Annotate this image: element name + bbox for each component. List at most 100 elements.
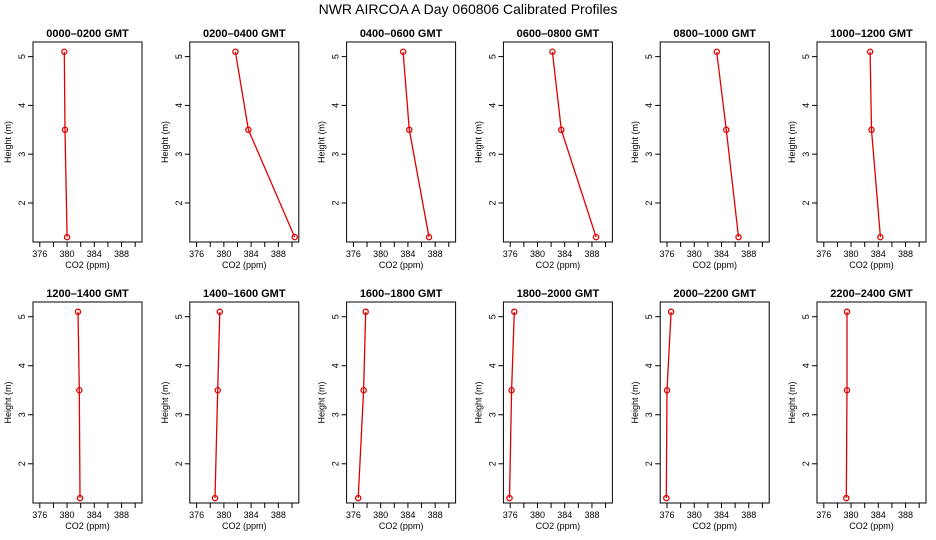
x-axis-label: CO2 (ppm) xyxy=(379,521,424,531)
x-tick-label: 376 xyxy=(503,249,518,259)
y-tick-label: 2 xyxy=(487,200,497,205)
profile-line xyxy=(716,51,740,238)
plot-frame xyxy=(189,41,300,243)
y-tick-label: 4 xyxy=(17,363,27,368)
y-tick-label: 4 xyxy=(487,103,497,108)
y-tick-label: 5 xyxy=(487,314,497,319)
plot-frame xyxy=(659,41,770,243)
profile-point xyxy=(216,308,224,316)
plot-frame xyxy=(659,301,770,504)
profile-point xyxy=(74,308,82,316)
x-tick-label: 388 xyxy=(741,510,756,520)
y-tick-label: 5 xyxy=(331,314,341,319)
panel-11: 2000–2200 GMT 376 380 384 388 2 3 4 5 CO2 (ppm) He… xyxy=(630,288,770,531)
x-tick-label: 380 xyxy=(60,249,75,259)
panel-title: 2200–2400 GMT xyxy=(830,288,913,300)
profile-point xyxy=(406,126,413,134)
y-axis-label: Height (m) xyxy=(3,381,13,423)
x-tick-label: 384 xyxy=(714,249,729,259)
profile-point xyxy=(399,48,407,56)
x-tick-label: 388 xyxy=(428,510,443,520)
profile-point xyxy=(76,386,83,394)
y-axis-label: Height (m) xyxy=(787,121,797,163)
x-tick-label: 388 xyxy=(898,510,913,520)
figure-title: NWR AIRCOA A Day 060806 Calibrated Profi… xyxy=(319,1,618,17)
panel-12: 2200–2400 GMT 376 380 384 388 2 3 4 5 CO2 (ppm) He… xyxy=(787,288,927,531)
x-tick-label: 380 xyxy=(216,510,231,520)
x-tick-label: 380 xyxy=(216,249,231,259)
plot-frame xyxy=(502,41,613,243)
y-tick-label: 5 xyxy=(17,54,27,59)
y-tick-label: 4 xyxy=(331,363,341,368)
x-tick-label: 376 xyxy=(189,249,204,259)
profile-point xyxy=(511,308,518,316)
panel-title: 1600–1800 GMT xyxy=(360,288,443,300)
y-tick-label: 5 xyxy=(17,314,27,319)
y-axis-label: Height (m) xyxy=(3,121,13,163)
panel-title: 0600–0800 GMT xyxy=(517,28,600,40)
y-tick-label: 3 xyxy=(17,152,27,157)
profile-point xyxy=(61,126,69,134)
x-axis-label: CO2 (ppm) xyxy=(379,260,424,270)
profile-point xyxy=(843,494,850,502)
profile-point xyxy=(549,48,556,56)
y-tick-label: 2 xyxy=(174,461,184,466)
x-axis-label: CO2 (ppm) xyxy=(65,260,110,270)
x-tick-label: 376 xyxy=(816,510,831,520)
profile-point xyxy=(354,494,362,502)
y-tick-label: 3 xyxy=(174,412,184,417)
x-axis-label: CO2 (ppm) xyxy=(222,260,267,270)
panel-title: 1400–1600 GMT xyxy=(203,288,286,300)
y-tick-label: 2 xyxy=(17,461,27,466)
plot-frame xyxy=(346,41,457,243)
profile-point xyxy=(360,386,367,394)
y-tick-label: 3 xyxy=(174,152,184,157)
y-tick-label: 3 xyxy=(487,412,497,417)
y-tick-label: 2 xyxy=(801,461,811,466)
x-tick-label: 380 xyxy=(687,510,702,520)
plot-frame xyxy=(816,301,927,504)
profile-point xyxy=(76,494,84,502)
y-tick-label: 4 xyxy=(17,103,27,108)
panel-1: 0000–0200 GMT 376 380 384 388 2 3 4 5 CO2 (ppm) He… xyxy=(3,28,143,270)
profile-point xyxy=(735,233,742,241)
x-tick-label: 384 xyxy=(87,510,102,520)
panel-2: 0200–0400 GMT 376 380 384 388 2 3 4 5 CO2 (ppm) He… xyxy=(160,28,300,270)
profile-point xyxy=(362,308,369,316)
x-tick-label: 384 xyxy=(87,249,102,259)
profile-point xyxy=(61,48,68,56)
y-tick-label: 5 xyxy=(801,54,811,59)
panel-7: 1200–1400 GMT 376 380 384 388 2 3 4 5 CO2 (ppm) He… xyxy=(3,288,143,531)
y-tick-label: 2 xyxy=(17,200,27,205)
x-tick-label: 376 xyxy=(659,510,674,520)
y-axis-label: Height (m) xyxy=(160,381,170,423)
panel-5: 0800–1000 GMT 376 380 384 388 2 3 4 5 CO2 (ppm) He… xyxy=(630,28,770,270)
y-axis-label: Height (m) xyxy=(787,381,797,423)
plot-frame xyxy=(502,301,613,504)
y-tick-label: 3 xyxy=(331,152,341,157)
profile-point xyxy=(877,233,884,241)
y-tick-label: 2 xyxy=(487,461,497,466)
panel-9: 1600–1800 GMT 376 380 384 388 2 3 4 5 CO2 (ppm) He… xyxy=(317,288,457,531)
y-axis-label: Height (m) xyxy=(473,121,483,163)
x-tick-label: 380 xyxy=(373,249,388,259)
profile-point xyxy=(667,308,675,316)
x-tick-label: 388 xyxy=(428,249,443,259)
panel-4: 0600–0800 GMT 376 380 384 388 2 3 4 5 CO2 (ppm) He… xyxy=(473,28,613,270)
profile-point xyxy=(508,386,515,394)
x-tick-label: 380 xyxy=(530,249,545,259)
x-tick-label: 376 xyxy=(346,510,361,520)
x-axis-label: CO2 (ppm) xyxy=(692,521,737,531)
profile-line xyxy=(214,311,221,499)
plot-frame xyxy=(346,301,457,504)
x-tick-label: 384 xyxy=(400,249,415,259)
y-tick-label: 4 xyxy=(487,363,497,368)
profile-line xyxy=(551,51,597,238)
y-tick-label: 5 xyxy=(174,54,184,59)
profile-point xyxy=(663,386,671,394)
x-axis-label: CO2 (ppm) xyxy=(536,521,581,531)
y-axis-label: Height (m) xyxy=(630,121,640,163)
y-axis-label: Height (m) xyxy=(317,121,327,163)
x-tick-label: 384 xyxy=(244,249,259,259)
